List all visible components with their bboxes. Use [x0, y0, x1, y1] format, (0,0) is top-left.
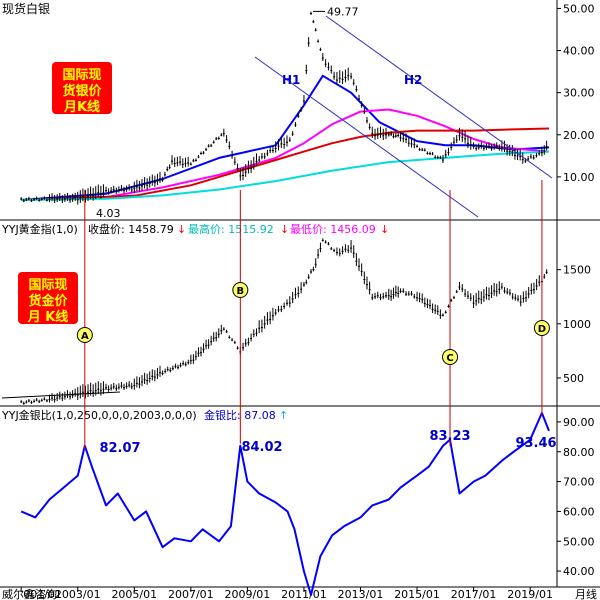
gold-marker-b [232, 282, 249, 298]
ratio-peak-label: 83.23 [429, 429, 470, 444]
silver-candle-group [20, 11, 548, 205]
gold-marker-d [533, 320, 550, 336]
x-tick-label: 2009/01 [225, 588, 271, 600]
gold-y-tick-label: 500 [563, 372, 584, 385]
silver-ma-line [21, 150, 550, 201]
gold-header-name: YYJ黄金指(1,0) [1, 222, 78, 236]
gold-marker-label: A [81, 331, 89, 342]
gold-badge-text: 国际现 [28, 278, 67, 293]
gold-y-tick-label: 1000 [563, 318, 591, 331]
ratio-header-name: YYJ金银比(1,0,250,0,0,0,2003,0,0,0) [1, 408, 197, 422]
silver-y-tick-label: 40.00 [563, 45, 595, 58]
ratio-y-tick-label: 50.00 [563, 535, 595, 548]
gold-marker-label: D [538, 324, 546, 335]
gold-badge [18, 272, 78, 324]
gold-candle-group [20, 238, 548, 405]
gold-close-text: 收盘价: 1458.79 [88, 222, 174, 236]
silver-y-tick-label: 30.00 [563, 87, 595, 100]
ratio-peak-label: 82.07 [99, 441, 140, 456]
gold-marker-label: B [237, 286, 245, 297]
x-tick-label: 2005/01 [111, 588, 157, 600]
x-tick-label: 2007/01 [168, 588, 214, 600]
gold-marker-c [442, 349, 459, 365]
x-tick-label: 2015/01 [394, 588, 440, 600]
ratio-y-tick-label: 40.00 [563, 565, 595, 578]
gold-early-line [1, 391, 121, 399]
silver-y-tick-label: 50.00 [563, 2, 595, 15]
gold-badge-text: 月 K线 [27, 309, 69, 325]
gold-badge-text: 货金价 [28, 293, 68, 309]
watermark-label: 威尔鑫咨询 [2, 587, 57, 600]
silver-channel-line-h2 [325, 15, 553, 179]
gold-high-arrow-icon: ↓ [280, 223, 289, 236]
x-tick-label: 2019/01 [507, 588, 553, 600]
gold-close-arrow-icon: ↓ [177, 223, 186, 236]
silver-channel-label-h1: H1 [282, 73, 300, 87]
gold-y-tick-label: 1500 [563, 264, 591, 277]
silver-high-label: 49.77 [327, 5, 359, 18]
silver-channel-line-h1 [254, 56, 479, 218]
x-tick-label: 2013/01 [338, 588, 384, 600]
silver-badge-text: 货银价 [62, 83, 102, 99]
period-label: 月线 [575, 587, 597, 600]
gold-low-arrow-icon: ↓ [380, 223, 389, 236]
ratio-y-tick-label: 60.00 [563, 505, 595, 518]
x-tick-label: 2011/01 [281, 588, 327, 600]
x-tick-label: 2017/01 [451, 588, 497, 600]
ratio-line [20, 412, 550, 596]
ratio-y-tick-label: 70.00 [563, 476, 595, 489]
ratio-peak-label: 93.46 [515, 436, 556, 451]
silver-low-label: 4.03 [96, 207, 121, 220]
silver-badge [52, 62, 112, 114]
gold-marker-a [76, 327, 93, 343]
silver-ma-line [21, 127, 550, 201]
x-tick-label: 2003/01 [55, 588, 101, 600]
ratio-up-arrow-icon: ↑ [279, 409, 288, 422]
silver-ma-line [21, 108, 550, 201]
silver-ma-line [21, 74, 550, 201]
silver-badge-text: 国际现 [62, 68, 101, 83]
silver-title: 现货白银 [2, 1, 50, 16]
silver-channel-label-h2: H2 [404, 73, 422, 87]
ratio-y-tick-label: 90.00 [563, 416, 595, 429]
gold-marker-label: C [446, 353, 453, 364]
silver-badge-text: 月K线 [63, 99, 100, 115]
gold-low-text: 最低价: 1456.09 [290, 223, 376, 236]
ratio-y-tick-label: 80.00 [563, 446, 595, 459]
gold-high-text: 最高价: 1515.92 [188, 222, 274, 236]
silver-y-tick-label: 20.00 [563, 129, 595, 142]
x-tick-label: 001/01 [23, 588, 62, 600]
ratio-peak-label: 84.02 [241, 440, 282, 455]
silver-y-tick-label: 10.00 [563, 171, 595, 184]
